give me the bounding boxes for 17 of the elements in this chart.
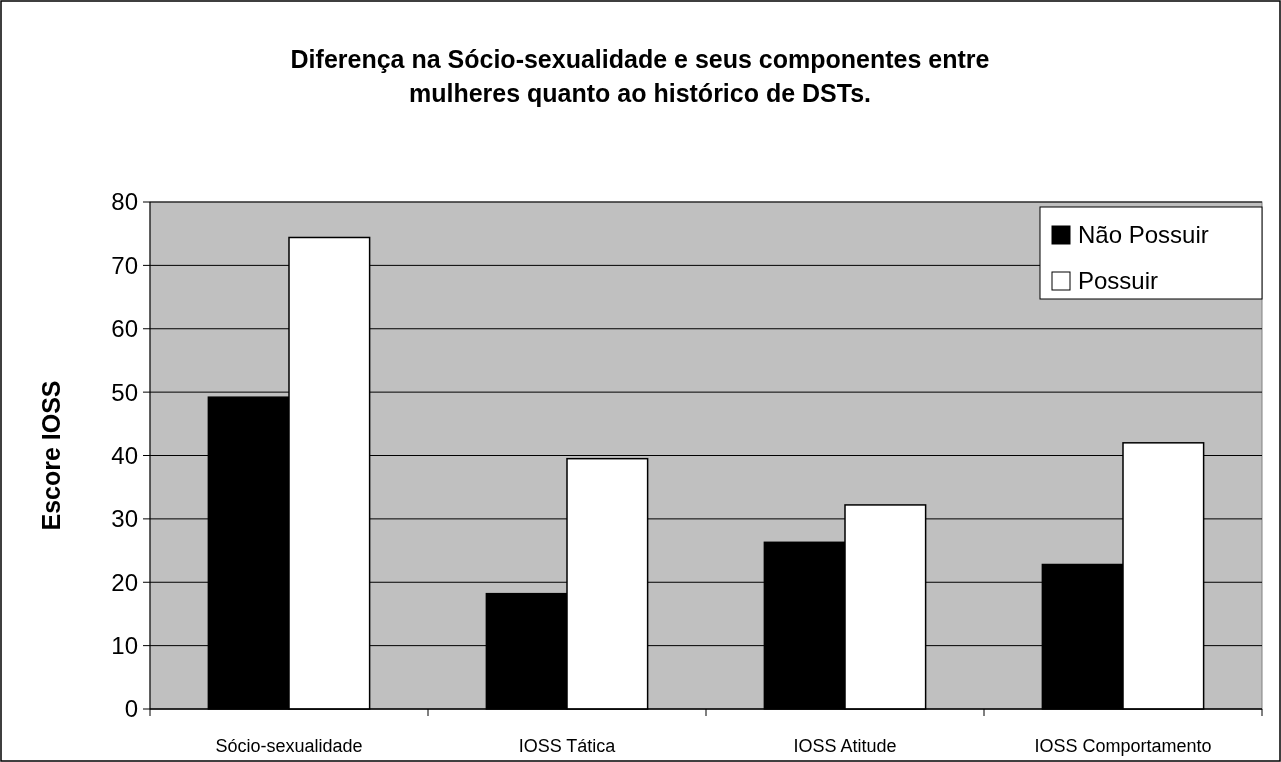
y-tick-label: 40 [111,441,138,469]
y-axis-title: Escore IOSS [37,380,65,531]
legend-label: Não Possuir [1078,221,1209,249]
x-tick-label: Sócio-sexualidade [215,736,363,756]
x-tick-label: IOSS Atitude [793,736,897,756]
y-tick-label: 60 [111,315,138,343]
y-tick-label: 20 [111,568,138,596]
y-tick-label: 80 [111,188,138,216]
y-tick-label: 30 [111,505,138,533]
y-tick-label: 50 [111,378,138,406]
y-tick-label: 0 [124,695,138,723]
x-tick-label: IOSS Tática [518,736,617,756]
y-tick-label: 70 [111,251,138,279]
legend-label: Possuir [1078,267,1159,295]
x-tick-label: IOSS Comportamento [1034,736,1212,756]
chart-title: Diferença na Sócio-sexualidade e seus componentes entre mulheres quanto ao histórico de DSTs. [290,45,990,107]
y-tick-label: 10 [111,632,138,660]
